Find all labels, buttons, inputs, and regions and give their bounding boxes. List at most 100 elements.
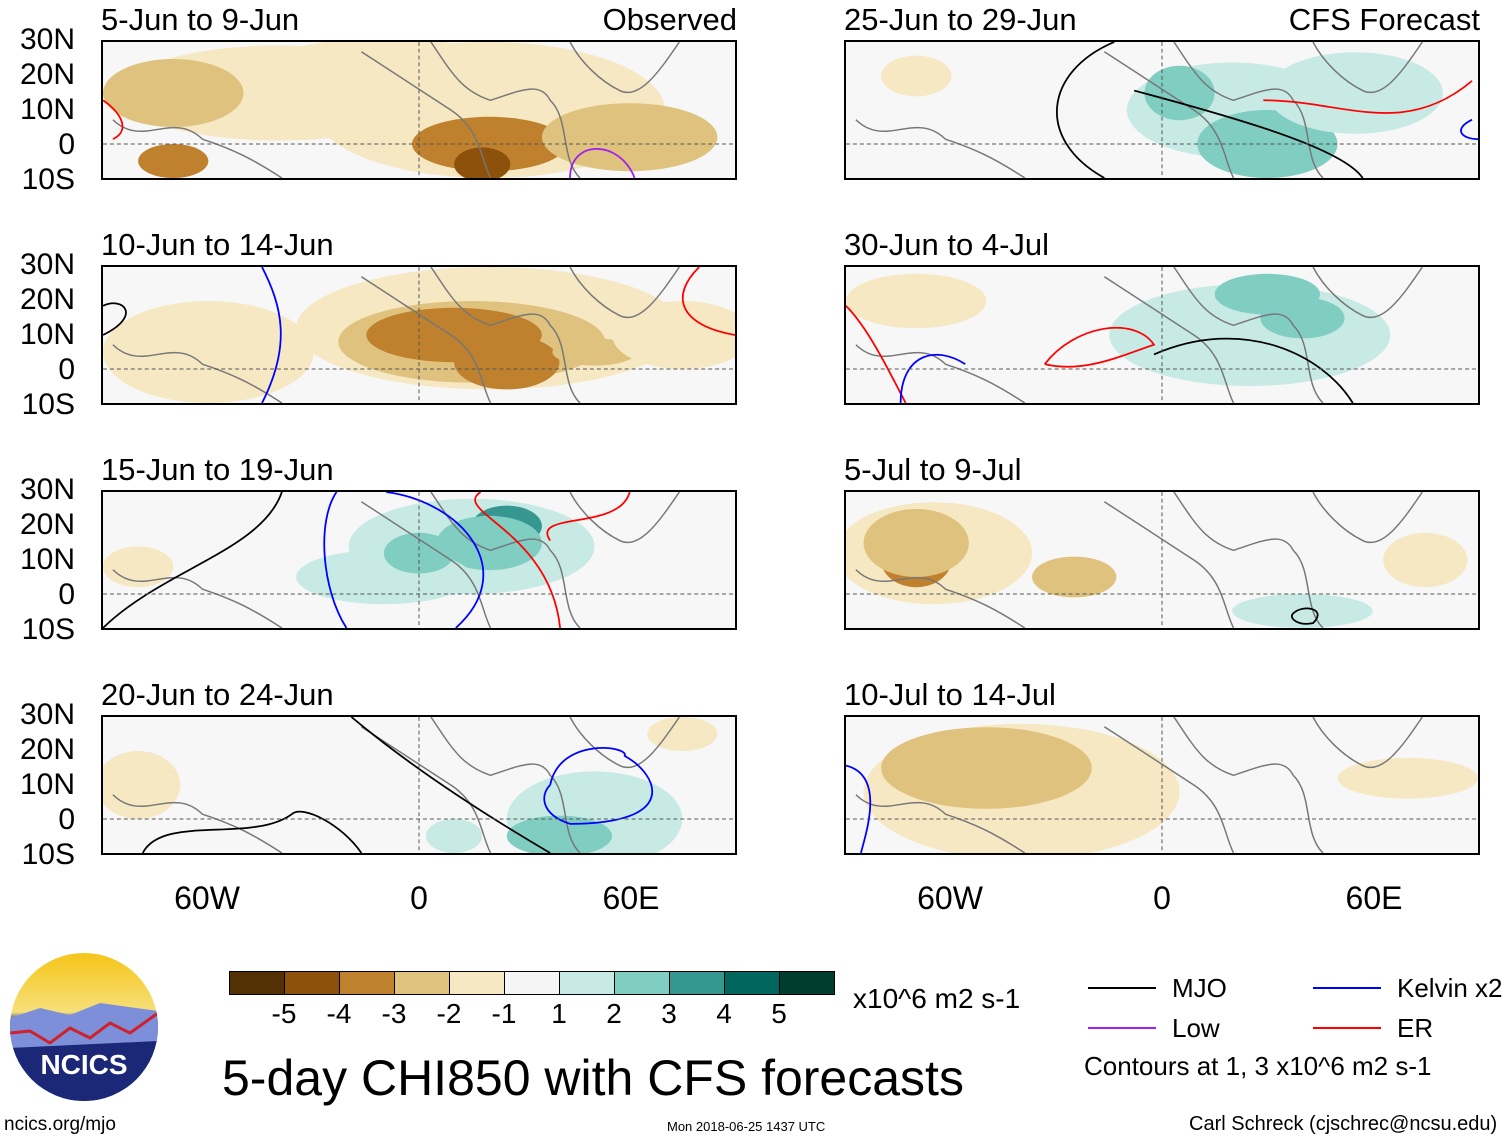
lon-label: 60W (917, 880, 983, 916)
contour-line (103, 302, 127, 336)
lat-label: 10N (19, 318, 75, 351)
colorbar (229, 971, 835, 995)
anomaly-region (138, 144, 209, 178)
anomaly-region (1144, 65, 1215, 121)
contour-line (1133, 89, 1364, 178)
map-panel (844, 715, 1480, 855)
coastline (112, 717, 680, 853)
coastline (855, 42, 1423, 178)
colorbar-units: x10^6 m2 s-1 (853, 983, 1021, 1014)
panel-title: 15-Jun to 19-Jun (101, 452, 334, 487)
colorbar-swatch (285, 972, 340, 994)
panel-title: 30-Jun to 4-Jul (844, 227, 1050, 262)
legend-label: Kelvin x2 (1397, 973, 1503, 1003)
legend-label: Low (1172, 1013, 1220, 1043)
colorbar-label: -4 (326, 998, 352, 1029)
colorbar-label: 2 (606, 998, 622, 1029)
colorbar-swatch (505, 972, 560, 994)
lon-label: 60W (174, 880, 240, 916)
anomaly-region (647, 717, 718, 751)
colorbar-label: 3 (661, 998, 677, 1029)
contour-line (474, 492, 561, 628)
timestamp: Mon 2018-06-25 1437 UTC (667, 1119, 826, 1134)
lat-label: 20N (19, 733, 75, 766)
contour-line (261, 267, 282, 403)
contour-line (569, 147, 636, 178)
colorbar-label: -2 (436, 998, 462, 1029)
coastline (855, 717, 1423, 853)
contour-line (681, 267, 735, 336)
colorbar-swatch (780, 972, 834, 994)
panel-title: 20-Jun to 24-Jun (101, 677, 334, 712)
colorbar-swatch (670, 972, 725, 994)
panel-title: 25-Jun to 29-Jun (844, 2, 1077, 37)
anomaly-region (1032, 556, 1117, 598)
colorbar-swatch (560, 972, 615, 994)
contour-line (899, 354, 966, 403)
coastline (112, 492, 680, 628)
anomaly-region (863, 509, 969, 577)
contour-line (103, 99, 124, 140)
lon-label: 60E (1345, 880, 1403, 916)
legend-line (1088, 987, 1156, 989)
legend-line (1313, 987, 1381, 989)
legend-label: ER (1397, 1013, 1434, 1043)
lat-label: 20N (19, 508, 75, 541)
colorbar-swatch (395, 972, 450, 994)
anomaly-region (1232, 594, 1373, 628)
anomaly-region (383, 532, 455, 574)
lat-label: 30N (19, 248, 75, 281)
anomaly-region (881, 55, 952, 97)
panel-title: 5-Jul to 9-Jul (844, 452, 1022, 487)
site-url[interactable]: ncics.org/mjo (4, 1114, 116, 1135)
contour-line (323, 492, 348, 628)
colorbar-swatch (230, 972, 285, 994)
contour-line (1291, 607, 1319, 625)
colorbar-label: -1 (491, 998, 517, 1029)
colorbar-swatch (725, 972, 780, 994)
coastline (112, 42, 680, 178)
lat-label: 10S (21, 613, 75, 646)
lat-label: 0 (58, 353, 75, 386)
lon-label: 0 (410, 880, 428, 916)
anomaly-region (103, 546, 174, 588)
anomaly-region (426, 819, 483, 853)
contour-line (141, 810, 363, 853)
contour-line (846, 764, 872, 853)
map-panel (844, 40, 1480, 180)
lat-label: 0 (58, 578, 75, 611)
anomaly-region (103, 751, 181, 819)
lat-label: 30N (19, 698, 75, 731)
ncics-logo: NCICS (10, 953, 158, 1101)
main-title: 5-day CHI850 with CFS forecasts (222, 1050, 964, 1106)
contour-line (1056, 42, 1115, 178)
coastline (855, 267, 1423, 403)
contour-line (546, 492, 631, 542)
contour-line (1460, 118, 1478, 141)
lat-label: 10N (19, 93, 75, 126)
contour-note: Contours at 1, 3 x10^6 m2 s-1 (1084, 1051, 1432, 1081)
colorbar-swatch (450, 972, 505, 994)
colorbar-label: -3 (381, 998, 407, 1029)
lat-label: 10S (21, 163, 75, 196)
contour-line (1044, 326, 1156, 368)
anomaly-region (454, 335, 560, 390)
anomaly-region (103, 59, 244, 127)
lat-label: 10S (21, 388, 75, 421)
lat-label: 10N (19, 768, 75, 801)
map-panel (101, 490, 737, 630)
colorbar-label: 1 (551, 998, 567, 1029)
panel-title: 10-Jul to 14-Jul (844, 677, 1056, 712)
legend-line (1313, 1027, 1381, 1029)
lon-label: 0 (1153, 880, 1171, 916)
map-panel (844, 490, 1480, 630)
panel-tag: Observed (602, 2, 737, 37)
lat-label: 30N (19, 473, 75, 506)
contour-line (543, 747, 653, 825)
anomaly-region (1214, 273, 1320, 315)
coastline (855, 492, 1423, 628)
lat-label: 0 (58, 128, 75, 161)
colorbar-label: 5 (771, 998, 787, 1029)
colorbar-label: -5 (271, 998, 297, 1029)
panel-title: 5-Jun to 9-Jun (101, 2, 300, 37)
